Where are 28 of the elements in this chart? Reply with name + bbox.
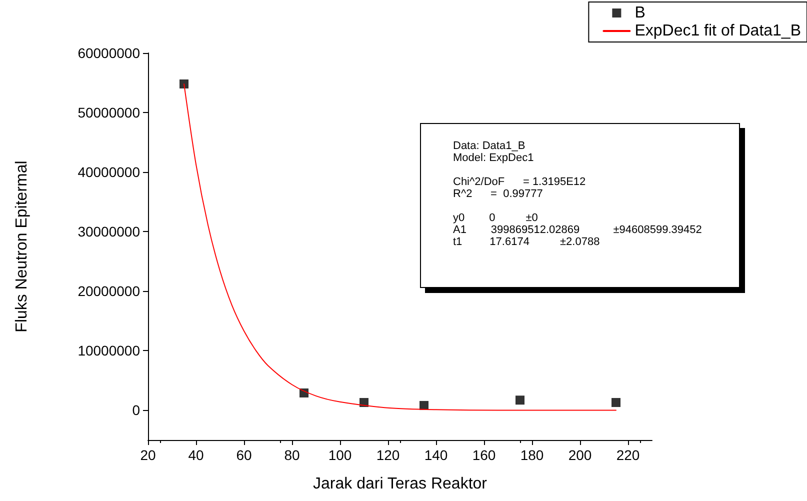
y-tick-label: 50000000: [78, 104, 140, 121]
x-tick-label: 100: [328, 447, 352, 463]
annotation: Data: Data1_B Model: ExpDec1: [453, 140, 535, 164]
point: [516, 396, 524, 405]
x-tick-label: 140: [424, 447, 448, 463]
y-tick-label: 20000000: [78, 283, 140, 300]
y-tick-label: 10000000: [78, 342, 140, 359]
point: [180, 79, 188, 88]
x-tick-label: 120: [376, 447, 400, 463]
y-tick-label: 30000000: [78, 224, 140, 240]
x-tick-label: 220: [616, 447, 640, 463]
x-tick-label: 20: [140, 447, 156, 463]
x-tick-label: 80: [284, 447, 300, 463]
y-tick-label: 0: [132, 402, 140, 418]
x-axis-title: Jarak dari Teras Reaktor: [313, 476, 488, 492]
x-tick-label: 60: [236, 447, 252, 463]
y-axis-title: Fluks Neutron Epitermal: [14, 160, 30, 332]
y-tick-label: 40000000: [78, 164, 140, 180]
y-tick-label: 60000000: [78, 45, 140, 61]
legend-label: B: [634, 4, 646, 22]
x-tick-label: 160: [472, 447, 496, 463]
point: [612, 398, 620, 407]
x-tick-label: 200: [568, 447, 592, 463]
legend-label: ExpDec1 fit of Data1_B: [634, 22, 801, 40]
x-tick-label: 180: [520, 447, 544, 463]
x-tick-label: 40: [188, 447, 204, 463]
annotation: y0 0 ±0 A1 399869512.02869 ±94608599.39452 t1 17.6174 ±2.0788: [453, 212, 703, 248]
annotation: Chi^2/DoF = 1.3195E12 R^2 = 0.99777: [453, 176, 587, 200]
